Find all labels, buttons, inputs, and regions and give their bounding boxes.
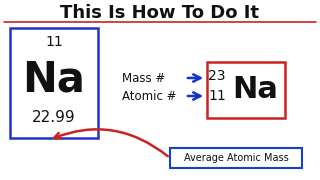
FancyBboxPatch shape bbox=[170, 148, 302, 168]
FancyBboxPatch shape bbox=[10, 28, 98, 138]
Text: 22.99: 22.99 bbox=[32, 111, 76, 125]
Text: Atomic #: Atomic # bbox=[122, 89, 177, 102]
FancyBboxPatch shape bbox=[207, 62, 285, 118]
Text: 11: 11 bbox=[208, 89, 226, 103]
Text: Average Atomic Mass: Average Atomic Mass bbox=[184, 153, 288, 163]
Text: This Is How To Do It: This Is How To Do It bbox=[60, 4, 260, 22]
Text: 11: 11 bbox=[45, 35, 63, 49]
FancyArrowPatch shape bbox=[54, 129, 168, 156]
Text: Na: Na bbox=[23, 59, 85, 101]
Text: Na: Na bbox=[232, 75, 278, 105]
Text: 23: 23 bbox=[208, 69, 226, 83]
Text: Mass #: Mass # bbox=[122, 71, 165, 84]
